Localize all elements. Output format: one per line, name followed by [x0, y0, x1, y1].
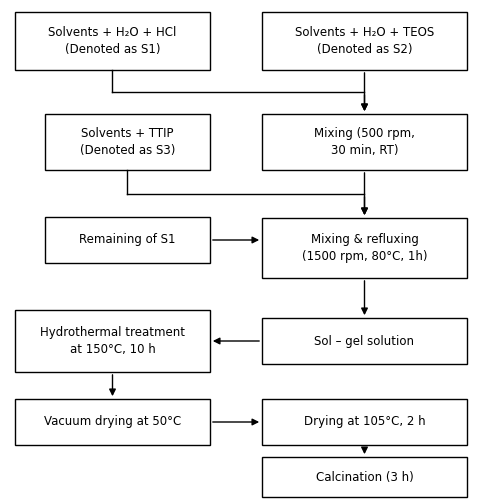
Text: Mixing & refluxing
(1500 rpm, 80°C, 1h): Mixing & refluxing (1500 rpm, 80°C, 1h): [301, 233, 426, 263]
Bar: [261, 114, 466, 170]
Bar: [45, 114, 210, 170]
Text: Hydrothermal treatment
at 150°C, 10 h: Hydrothermal treatment at 150°C, 10 h: [40, 326, 184, 356]
Text: Vacuum drying at 50°C: Vacuum drying at 50°C: [44, 416, 181, 428]
Text: Calcination (3 h): Calcination (3 h): [315, 470, 412, 484]
Bar: [261, 399, 466, 445]
Text: Solvents + H₂O + TEOS
(Denoted as S2): Solvents + H₂O + TEOS (Denoted as S2): [294, 26, 433, 56]
Bar: [261, 218, 466, 278]
Text: Sol – gel solution: Sol – gel solution: [314, 334, 414, 347]
Bar: [15, 399, 210, 445]
Text: Solvents + H₂O + HCl
(Denoted as S1): Solvents + H₂O + HCl (Denoted as S1): [48, 26, 176, 56]
Bar: [15, 310, 210, 372]
Bar: [15, 12, 210, 70]
Bar: [45, 217, 210, 263]
Bar: [261, 12, 466, 70]
Text: Solvents + TTIP
(Denoted as S3): Solvents + TTIP (Denoted as S3): [80, 127, 175, 157]
Bar: [261, 318, 466, 364]
Text: Remaining of S1: Remaining of S1: [79, 234, 175, 246]
Text: Mixing (500 rpm,
30 min, RT): Mixing (500 rpm, 30 min, RT): [314, 127, 414, 157]
Bar: [261, 457, 466, 497]
Text: Drying at 105°C, 2 h: Drying at 105°C, 2 h: [303, 416, 424, 428]
